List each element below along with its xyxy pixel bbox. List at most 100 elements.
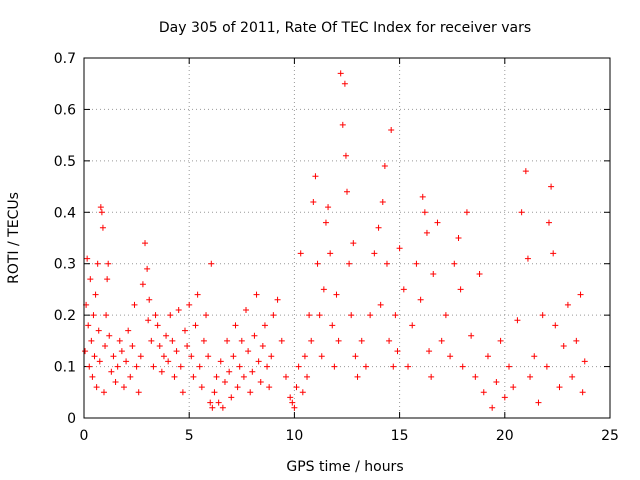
data-point <box>556 384 563 391</box>
data-point <box>426 348 433 355</box>
data-point <box>236 363 243 370</box>
data-point <box>215 399 222 406</box>
data-point <box>506 363 513 370</box>
data-point <box>102 343 109 349</box>
data-point <box>240 373 247 380</box>
data-point <box>295 363 302 370</box>
x-tick-label: 5 <box>185 428 194 444</box>
data-point <box>95 327 102 334</box>
data-point <box>209 404 216 411</box>
data-point <box>371 250 378 257</box>
data-point <box>527 373 534 380</box>
data-point <box>438 337 445 344</box>
data-point <box>230 353 237 360</box>
y-tick-label: 0.7 <box>54 51 76 67</box>
data-point <box>379 199 386 205</box>
data-point <box>118 348 125 355</box>
data-point <box>417 296 424 303</box>
data-point <box>226 368 233 375</box>
data-point <box>352 353 359 360</box>
data-point <box>145 317 152 324</box>
data-point <box>90 312 97 319</box>
data-point <box>573 337 580 344</box>
data-point <box>501 394 508 401</box>
data-point <box>158 368 165 375</box>
data-point <box>203 312 210 319</box>
data-point <box>98 209 105 216</box>
data-point <box>344 188 350 195</box>
data-point <box>291 404 298 411</box>
data-point <box>524 255 531 262</box>
data-point <box>577 291 584 298</box>
data-point <box>322 219 329 226</box>
data-point <box>139 281 146 288</box>
data-point <box>362 363 369 370</box>
data-point <box>430 271 437 277</box>
data-point <box>293 384 300 391</box>
x-tick-label: 20 <box>496 428 514 444</box>
data-point <box>154 322 161 329</box>
data-point <box>181 327 188 334</box>
data-point <box>86 363 93 370</box>
data-point <box>400 286 407 293</box>
data-point <box>299 389 306 396</box>
data-point <box>148 337 155 344</box>
data-point <box>93 384 100 391</box>
data-point <box>150 363 157 370</box>
data-point <box>196 363 203 370</box>
data-point <box>358 337 365 344</box>
data-point <box>144 265 151 272</box>
data-point <box>354 373 361 380</box>
y-axis-label: ROTI / TECUs <box>6 192 22 284</box>
data-point <box>560 343 567 349</box>
data-point <box>282 373 289 380</box>
data-point <box>569 373 576 380</box>
data-point <box>306 312 313 319</box>
data-point <box>287 394 294 401</box>
data-point <box>463 209 470 216</box>
data-point <box>249 368 256 375</box>
data-point <box>316 312 323 319</box>
data-point <box>314 260 321 267</box>
data-point <box>88 337 95 344</box>
x-axis-label: GPS time / hours <box>286 459 403 475</box>
data-point <box>318 353 325 360</box>
data-point <box>184 343 191 349</box>
data-point <box>160 353 167 360</box>
data-point <box>106 332 113 339</box>
data-point <box>188 353 195 360</box>
data-point <box>133 363 140 370</box>
x-tick-label: 0 <box>80 428 89 444</box>
data-point <box>224 337 231 344</box>
data-point <box>535 399 542 406</box>
data-point <box>367 312 374 319</box>
data-point <box>510 384 517 391</box>
data-point <box>337 70 344 77</box>
data-point <box>348 312 355 319</box>
data-point <box>137 353 144 360</box>
data-point <box>105 260 112 267</box>
data-point <box>89 373 96 380</box>
data-point <box>278 337 285 344</box>
data-point <box>266 384 273 391</box>
data-point <box>522 168 529 175</box>
data-point <box>289 399 296 406</box>
data-point <box>208 260 215 267</box>
data-point <box>455 235 462 241</box>
data-point <box>228 394 235 401</box>
data-point <box>564 301 571 308</box>
data-point <box>127 373 134 380</box>
data-point <box>301 353 308 360</box>
data-point <box>177 363 184 370</box>
data-point <box>253 291 260 298</box>
data-point <box>104 276 111 283</box>
data-point <box>325 204 332 211</box>
data-point <box>200 337 207 344</box>
data-point <box>87 276 94 283</box>
data-point <box>82 348 89 355</box>
chart-title: Day 305 of 2011, Rate Of TEC Index for r… <box>159 20 531 36</box>
data-point <box>394 348 401 355</box>
data-point <box>447 353 454 360</box>
data-point <box>413 260 420 267</box>
